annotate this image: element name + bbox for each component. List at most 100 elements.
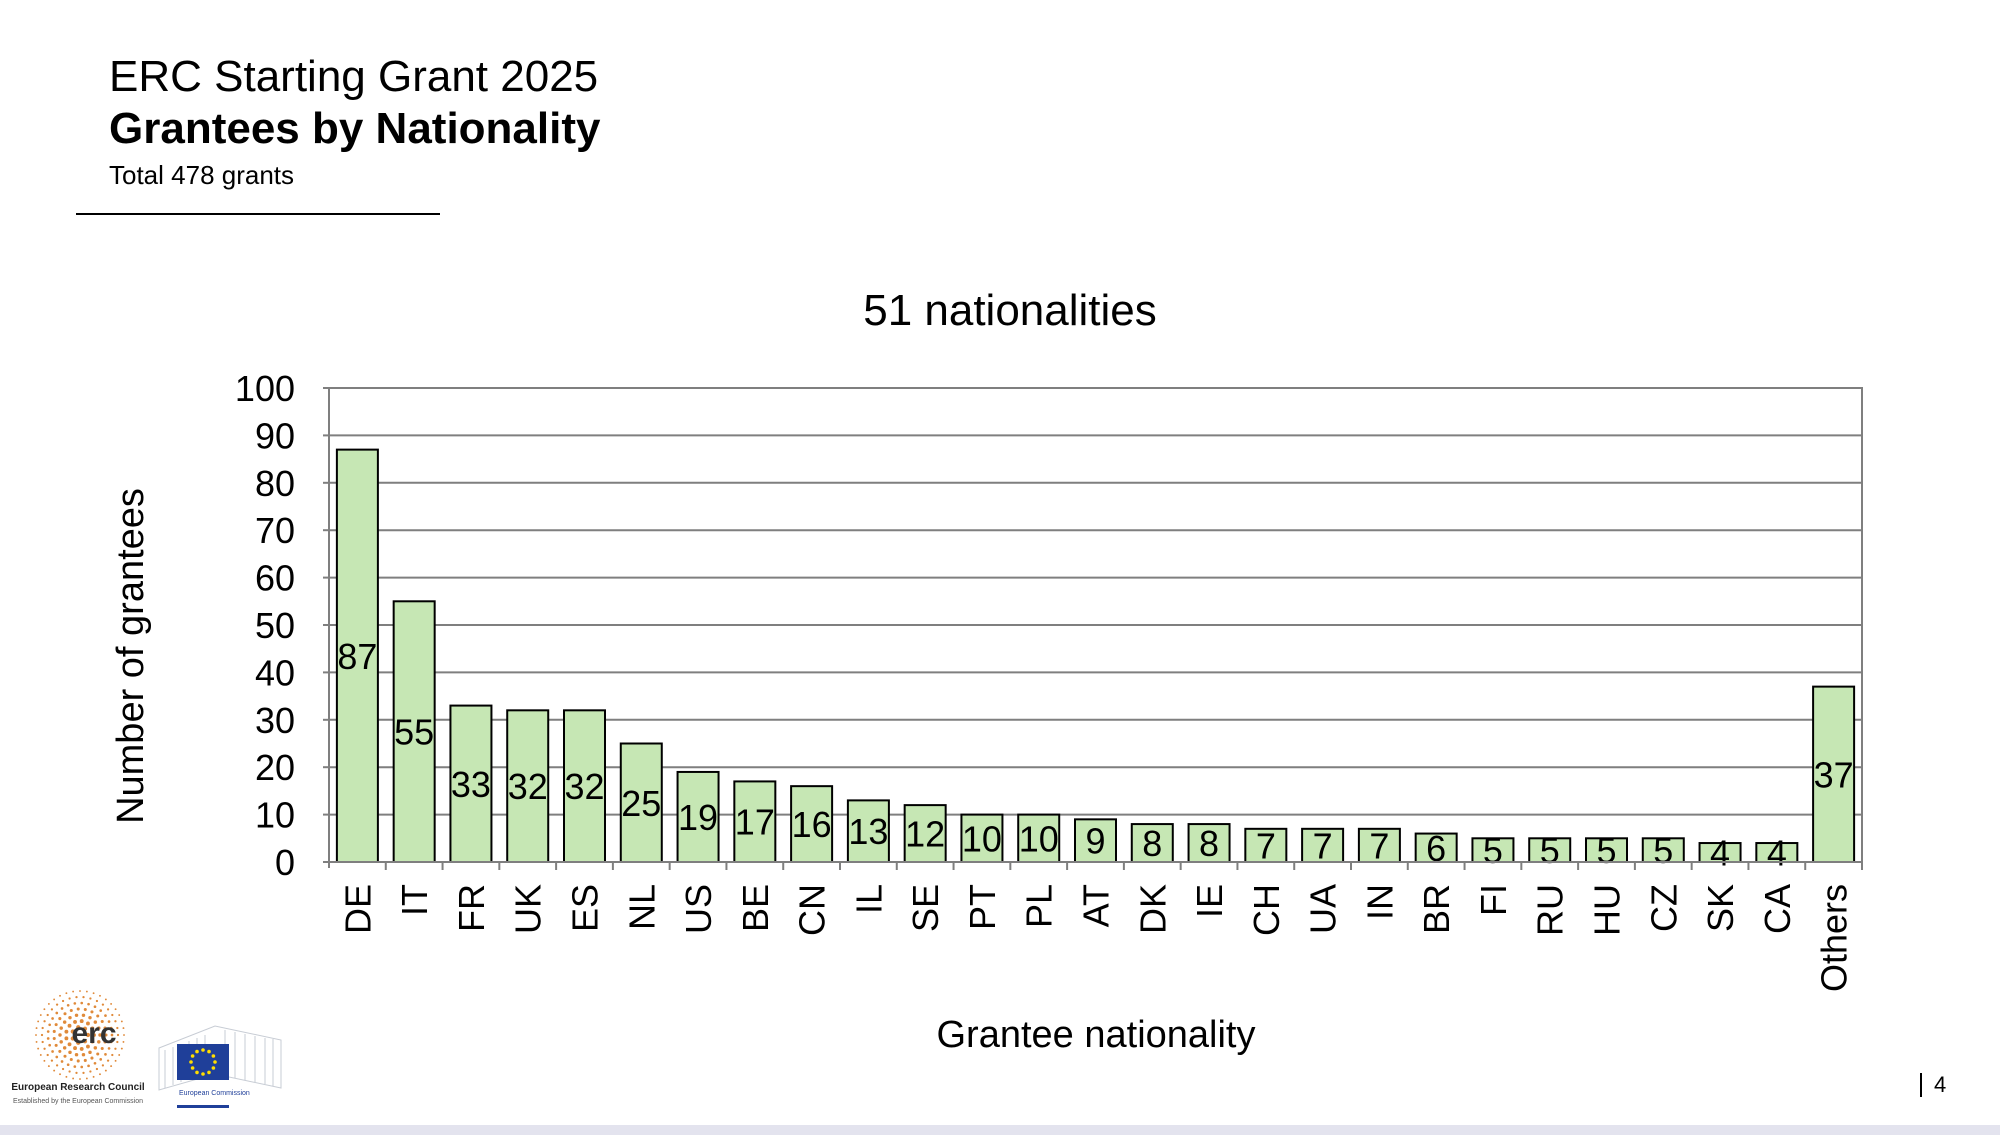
- gridlines: [329, 434, 1862, 816]
- erc-logo-dot: [79, 990, 81, 992]
- page-number: 4: [1920, 1073, 1946, 1097]
- bar-value-label: 7: [1369, 825, 1389, 866]
- erc-logo-dot: [88, 1015, 92, 1020]
- european-commission-logo: European Commission: [158, 1025, 282, 1108]
- erc-logo-dot: [46, 1013, 49, 1017]
- erc-logo-dot: [95, 999, 99, 1003]
- y-tick-label: 60: [255, 558, 295, 599]
- bar-at: [1074, 818, 1117, 864]
- erc-logo-dot: [116, 1033, 120, 1037]
- x-category-label: BR: [1416, 884, 1457, 934]
- erc-logo-dot: [55, 1011, 59, 1015]
- erc-logo-dot: [114, 1008, 117, 1011]
- erc-logo-dot: [76, 1059, 80, 1063]
- erc-logo-dot: [76, 1025, 81, 1030]
- erc-logo-dot: [92, 1075, 95, 1078]
- erc-logo-dot: [104, 998, 107, 1001]
- erc-logo-dot: [60, 1060, 64, 1063]
- x-category-label: CH: [1246, 884, 1287, 936]
- erc-logo-dot: [79, 1019, 84, 1024]
- y-tick-label: 70: [255, 510, 295, 551]
- erc-logo-dot: [93, 1061, 97, 1065]
- erc-logo-dot: [75, 996, 78, 999]
- erc-logo-dot: [43, 1059, 46, 1062]
- y-tick-label: 50: [255, 605, 295, 646]
- erc-logo-dot: [73, 1002, 77, 1005]
- erc-logo-dot: [37, 1020, 40, 1023]
- y-tick-label: 10: [255, 795, 295, 836]
- bar-value-label: 55: [394, 712, 434, 753]
- x-category-label: SK: [1700, 884, 1741, 932]
- erc-logo-dot: [52, 1037, 56, 1041]
- erc-logo-dot: [73, 1046, 77, 1051]
- erc-logo-dot: [55, 1055, 59, 1059]
- bar-value-label: 5: [1596, 830, 1616, 871]
- erc-logo-dot: [109, 1026, 113, 1030]
- bar-value-label: 8: [1199, 823, 1219, 864]
- bottom-strip: [0, 1125, 2000, 1135]
- bar-others: [1812, 685, 1856, 863]
- erc-logo-dot: [59, 994, 61, 997]
- eu-stars: [189, 1048, 217, 1076]
- erc-logo-dot: [65, 1075, 68, 1078]
- erc-logo-dot: [40, 1033, 44, 1037]
- eu-star-icon: [211, 1066, 216, 1070]
- erc-logo-dot: [99, 1073, 101, 1076]
- erc-logo-dot: [51, 1017, 54, 1020]
- bar-value-label: 7: [1313, 825, 1333, 866]
- eu-star-icon: [190, 1066, 195, 1070]
- y-tick-label: 80: [255, 463, 295, 504]
- bar-value-label: 12: [905, 814, 945, 855]
- erc-logo-dot: [55, 1003, 59, 1006]
- erc-logo-dot: [47, 1002, 50, 1005]
- bar-value-label: 5: [1483, 830, 1503, 871]
- bar-value-label: 9: [1085, 821, 1105, 862]
- erc-logo-dot: [50, 1059, 54, 1062]
- x-category-label: CN: [792, 884, 833, 936]
- erc-logo-dot: [64, 1036, 69, 1041]
- bar-il: [846, 799, 890, 864]
- erc-logo-tagline: Established by the European Commission: [13, 1098, 143, 1105]
- erc-logo-dot: [53, 1069, 56, 1072]
- erc-logo-dot: [104, 1033, 108, 1037]
- erc-logo-dot: [118, 1014, 121, 1016]
- eu-star-icon: [213, 1060, 217, 1064]
- erc-logo-dot: [35, 1027, 38, 1030]
- erc-logo-dot: [60, 1007, 64, 1010]
- erc-logo-dot: [107, 1020, 111, 1023]
- bar-value-label: 33: [451, 764, 491, 805]
- erc-logo-dot: [98, 1033, 102, 1037]
- bar-value-label: 10: [962, 818, 1002, 859]
- erc-logo-dot: [37, 1047, 40, 1050]
- erc-logo-dot: [85, 1032, 91, 1038]
- erc-logo-dot: [116, 1026, 119, 1030]
- bar-value-label: 32: [508, 766, 548, 807]
- bar-value-label: 5: [1540, 830, 1560, 871]
- erc-logo-dot: [111, 1013, 114, 1017]
- x-category-label: RU: [1530, 884, 1571, 936]
- erc-logo-dot: [43, 1020, 46, 1023]
- x-category-label: FI: [1473, 884, 1514, 916]
- erc-logo-dot: [110, 1065, 113, 1068]
- erc-logo-dot: [35, 1034, 37, 1036]
- x-category-label: US: [678, 884, 719, 934]
- bar-value-label: 32: [564, 766, 604, 807]
- bar-pl: [1017, 813, 1061, 863]
- erc-logo-dot: [109, 1040, 113, 1044]
- erc-logo-dot: [64, 1029, 69, 1034]
- bar-it: [392, 600, 436, 863]
- erc-logo-dot: [39, 1014, 42, 1016]
- eu-star-icon: [195, 1049, 199, 1054]
- erc-logo-dot: [41, 1040, 44, 1044]
- x-category-label: IT: [394, 884, 435, 916]
- x-category-label: SE: [905, 884, 946, 932]
- erc-logo-dot: [96, 1052, 100, 1056]
- erc-logo-dot: [61, 999, 65, 1003]
- erc-logo-dot: [97, 1026, 101, 1030]
- bar-es: [563, 709, 606, 863]
- erc-logo-dot: [70, 1036, 75, 1041]
- erc-logo-dot: [88, 1050, 92, 1055]
- x-category-label: PT: [962, 884, 1003, 930]
- erc-logo-dot: [70, 1029, 75, 1034]
